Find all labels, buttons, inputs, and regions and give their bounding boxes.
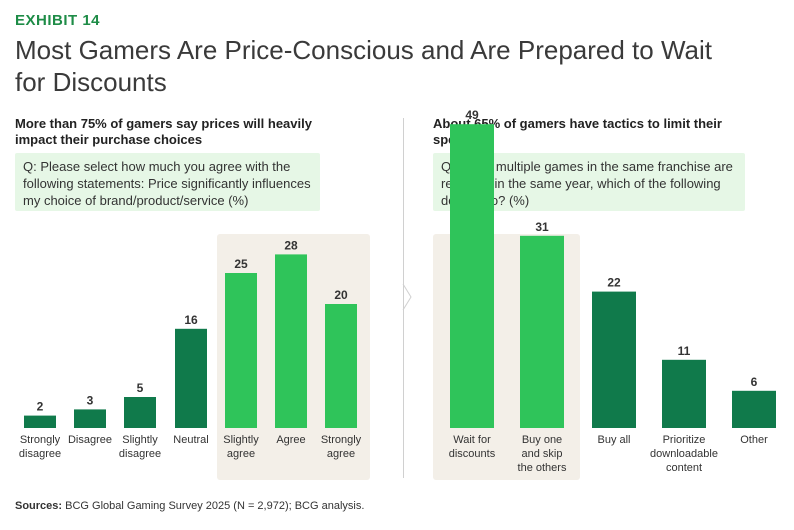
category-label-0-2-0: Slightly bbox=[122, 434, 158, 446]
category-label-0-6-1: agree bbox=[327, 448, 355, 460]
data-label-0-0: 2 bbox=[37, 400, 44, 414]
category-label-0-1-0: Disagree bbox=[68, 434, 112, 446]
category-label-1-1-1: and skip bbox=[522, 448, 563, 460]
data-label-1-2: 22 bbox=[607, 276, 621, 290]
data-label-0-3: 16 bbox=[184, 313, 198, 327]
category-label-0-4-1: agree bbox=[227, 448, 255, 460]
category-label-0-2-1: disagree bbox=[119, 448, 161, 460]
left-chart-subtitle: More than 75% of gamers say prices will … bbox=[15, 116, 312, 147]
sources-label: Sources: bbox=[15, 500, 63, 512]
data-label-1-1: 31 bbox=[535, 220, 549, 234]
data-label-1-0: 49 bbox=[465, 108, 479, 122]
left-chart-question: Q: Please select how much you agree with… bbox=[15, 153, 320, 211]
data-label-0-1: 3 bbox=[87, 393, 94, 407]
category-label-0-6-0: Strongly bbox=[321, 434, 362, 446]
bar-1-1 bbox=[520, 235, 564, 428]
category-label-0-3-0: Neutral bbox=[173, 434, 208, 446]
data-label-1-4: 6 bbox=[751, 375, 758, 389]
bar-0-3 bbox=[175, 328, 207, 428]
data-label-0-4: 25 bbox=[234, 257, 248, 271]
bar-1-3 bbox=[662, 359, 706, 428]
category-label-0-0-0: Strongly bbox=[20, 434, 61, 446]
bar-0-2 bbox=[124, 397, 156, 428]
category-label-1-3-0: Prioritize bbox=[663, 434, 706, 446]
data-label-1-3: 11 bbox=[678, 344, 691, 358]
bar-0-6 bbox=[325, 304, 357, 428]
page-title: Most Gamers Are Price-Conscious and Are … bbox=[15, 35, 712, 97]
category-label-1-0-0: Wait for bbox=[453, 434, 491, 446]
bar-0-4 bbox=[225, 273, 257, 428]
category-label-1-3-1: downloadable bbox=[650, 448, 718, 460]
bar-0-0 bbox=[24, 415, 56, 428]
category-label-1-1-2: the others bbox=[518, 462, 567, 474]
divider-chevron bbox=[402, 283, 412, 311]
bar-1-4 bbox=[732, 390, 776, 428]
category-label-1-0-1: discounts bbox=[449, 448, 496, 460]
category-label-1-2-0: Buy all bbox=[597, 434, 630, 446]
category-label-0-0-1: disagree bbox=[19, 448, 61, 460]
data-label-0-6: 20 bbox=[334, 288, 348, 302]
category-label-1-1-0: Buy one bbox=[522, 434, 562, 446]
panel-divider bbox=[403, 118, 404, 478]
sources-text: BCG Global Gaming Survey 2025 (N = 2,972… bbox=[65, 500, 365, 512]
category-label-0-5-0: Agree bbox=[276, 434, 305, 446]
data-label-0-5: 28 bbox=[284, 238, 298, 252]
bar-1-0 bbox=[450, 124, 494, 428]
category-label-1-4-0: Other bbox=[740, 434, 768, 446]
data-label-0-2: 5 bbox=[137, 381, 144, 395]
category-label-1-3-2: content bbox=[666, 462, 702, 474]
exhibit-label: EXHIBIT 14 bbox=[15, 12, 101, 29]
sources-note: Sources: BCG Global Gaming Survey 2025 (… bbox=[15, 500, 364, 512]
bar-1-2 bbox=[592, 291, 636, 428]
category-label-0-4-0: Slightly bbox=[223, 434, 259, 446]
bar-0-1 bbox=[74, 409, 106, 428]
bar-0-5 bbox=[275, 254, 307, 428]
